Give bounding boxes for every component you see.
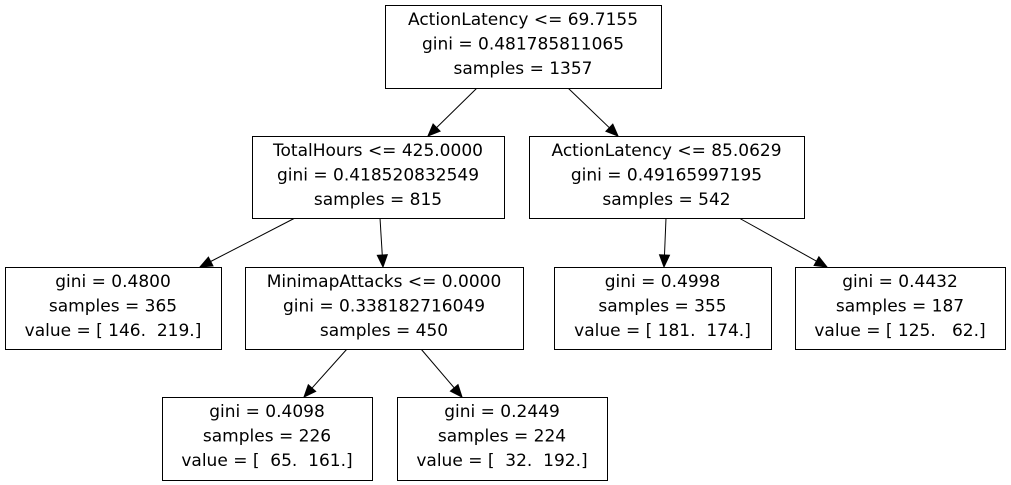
- edge-n0-to-n1: [427, 87, 478, 137]
- node-box: [245, 267, 524, 350]
- tree-node-n7: gini = 0.4098 samples = 226 value = [ 65. …: [162, 397, 373, 481]
- edge-n1-to-n4: [376, 217, 389, 269]
- edge-line: [663, 217, 667, 256]
- node-box: [385, 5, 662, 89]
- node-text-line: samples = 542: [602, 190, 730, 210]
- node-text-line: TotalHours <= 425.0000: [272, 141, 483, 161]
- edge-n1-to-n3: [198, 217, 296, 268]
- node-text-line: value = [ 65. 161.]: [181, 451, 352, 471]
- node-text-line: gini = 0.4098: [209, 402, 325, 422]
- node-text-line: samples = 226: [203, 427, 331, 447]
- node-box: [397, 397, 608, 481]
- tree-node-n0: ActionLatency <= 69.7155 gini = 0.4817858…: [385, 5, 662, 89]
- node-text-line: value = [ 146. 219.]: [25, 321, 202, 341]
- edge-arrowhead-icon: [198, 256, 214, 268]
- edge-line: [210, 217, 296, 262]
- node-text-line: samples = 450: [320, 321, 448, 341]
- edge-line: [567, 87, 610, 129]
- edge-n4-to-n8: [420, 348, 463, 398]
- edge-line: [311, 348, 348, 389]
- node-text-line: samples = 815: [314, 190, 442, 210]
- node-text-line: samples = 355: [598, 297, 726, 317]
- edge-arrowhead-icon: [449, 383, 463, 398]
- node-text-line: gini = 0.338182716049: [283, 297, 485, 317]
- node-text-line: gini = 0.4432: [842, 272, 958, 292]
- edge-arrowhead-icon: [303, 383, 317, 398]
- node-text-line: value = [ 32. 192.]: [416, 451, 587, 471]
- node-text-line: gini = 0.481785811065: [422, 35, 624, 55]
- edge-n2-to-n6: [738, 217, 829, 268]
- edge-arrowhead-icon: [376, 254, 389, 269]
- tree-node-n5: gini = 0.4998 samples = 355 value = [ 181.…: [554, 267, 772, 350]
- node-text-line: value = [ 181. 174.]: [574, 321, 751, 341]
- tree-node-n4: MinimapAttacks <= 0.0000 gini = 0.3381827…: [245, 267, 524, 350]
- node-text-line: gini = 0.2449: [444, 402, 560, 422]
- tree-edges: [198, 87, 829, 398]
- node-text-line: MinimapAttacks <= 0.0000: [267, 272, 502, 292]
- tree-node-n3: gini = 0.4800 samples = 365 value = [ 146.…: [5, 267, 222, 350]
- edge-line: [379, 217, 383, 256]
- tree-node-n2: ActionLatency <= 85.0629 gini = 0.4916599…: [529, 136, 805, 219]
- node-text-line: gini = 0.4800: [55, 272, 171, 292]
- edge-n4-to-n7: [303, 348, 348, 398]
- node-box: [529, 136, 805, 219]
- node-box: [162, 397, 373, 481]
- node-box: [252, 136, 505, 219]
- tree-node-n1: TotalHours <= 425.0000 gini = 0.418520832…: [252, 136, 505, 219]
- node-text-line: ActionLatency <= 69.7155: [408, 10, 638, 30]
- edge-line: [738, 217, 817, 262]
- node-box: [795, 267, 1006, 350]
- node-box: [554, 267, 772, 350]
- node-text-line: value = [ 125. 62.]: [814, 321, 985, 341]
- node-box: [5, 267, 222, 350]
- edge-line: [436, 87, 478, 128]
- edge-line: [420, 348, 455, 389]
- node-text-line: samples = 224: [438, 427, 566, 447]
- node-text-line: samples = 187: [836, 297, 964, 317]
- tree-nodes: ActionLatency <= 69.7155 gini = 0.4817858…: [5, 5, 1006, 481]
- tree-node-n6: gini = 0.4432 samples = 187 value = [ 125.…: [795, 267, 1006, 350]
- edge-arrowhead-icon: [605, 123, 619, 137]
- node-text-line: ActionLatency <= 85.0629: [551, 141, 781, 161]
- node-text-line: gini = 0.4998: [605, 272, 721, 292]
- edge-arrowhead-icon: [427, 123, 441, 137]
- edge-n2-to-n5: [658, 217, 671, 269]
- node-text-line: samples = 1357: [454, 59, 593, 79]
- node-text-line: gini = 0.418520832549: [277, 166, 479, 186]
- node-text-line: gini = 0.49165997195: [571, 166, 762, 186]
- tree-node-n8: gini = 0.2449 samples = 224 value = [ 32. …: [397, 397, 608, 481]
- edge-n0-to-n2: [567, 87, 619, 137]
- edge-arrowhead-icon: [658, 254, 671, 269]
- edge-arrowhead-icon: [813, 255, 829, 268]
- node-text-line: samples = 365: [49, 297, 177, 317]
